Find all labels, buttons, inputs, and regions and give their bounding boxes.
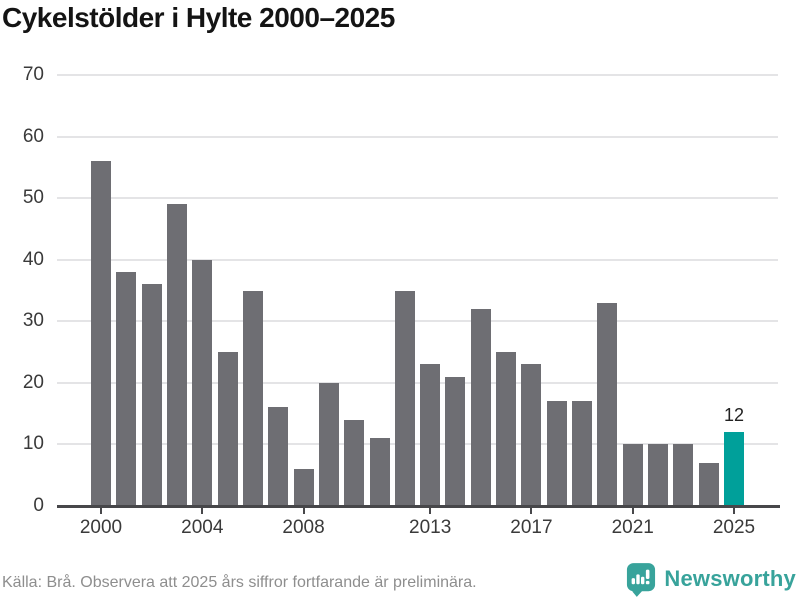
gridline-40: [57, 258, 778, 261]
bar-2013: [420, 364, 441, 506]
logo-exclamation-dot: [646, 580, 650, 584]
logo-exclamation-stem: [646, 569, 650, 579]
bar-2011: [369, 438, 390, 506]
bar-2015: [470, 308, 491, 506]
bar-2007: [268, 407, 289, 506]
gridline-60: [57, 135, 778, 138]
bar-2009: [318, 382, 339, 506]
x-axis-label-2017: 2017: [510, 517, 553, 538]
x-axis-label-2021: 2021: [611, 517, 654, 538]
x-axis-label-2000: 2000: [79, 517, 123, 538]
bar-2018: [546, 401, 567, 506]
bar-2014: [445, 376, 466, 506]
bar-2023: [673, 444, 694, 506]
y-axis-label-10: 10: [22, 433, 44, 455]
bar-value-label-2025: 12: [723, 405, 745, 426]
logo-bar-3: [641, 576, 645, 584]
bar-2008: [293, 469, 314, 506]
bar-2024: [698, 462, 719, 506]
bar-2003: [166, 204, 187, 506]
x-tick-2021: [631, 507, 634, 514]
bar-2025: [724, 432, 744, 506]
newsworthy-logo-icon: [627, 562, 656, 597]
bar-2016: [496, 352, 517, 506]
x-tick-2017: [530, 507, 533, 514]
x-axis-label-2008: 2008: [282, 517, 325, 538]
bar-2001: [116, 272, 137, 506]
newsworthy-logo: Newsworthy: [626, 560, 796, 598]
x-tick-2004: [201, 507, 204, 514]
gridline-20: [57, 381, 778, 384]
newsworthy-logo-text: Newsworthy: [664, 566, 796, 591]
x-axis-label-2004: 2004: [181, 517, 224, 538]
bar-2020: [597, 302, 618, 506]
gridline-10: [57, 443, 778, 446]
gridline-50: [57, 197, 778, 200]
chart-title: Cykelstölder i Hylte 2000–2025: [2, 2, 395, 33]
bar-2004: [192, 259, 213, 506]
bar-2017: [521, 364, 542, 506]
logo-bar-1: [632, 577, 636, 584]
bar-2021: [622, 444, 643, 506]
y-axis-label-30: 30: [22, 310, 44, 332]
x-tick-2013: [429, 507, 432, 514]
y-axis-label-50: 50: [22, 187, 44, 209]
gridline-70: [57, 74, 778, 76]
x-tick-2000: [100, 507, 102, 514]
x-axis-label-2013: 2013: [409, 517, 452, 538]
bar-2002: [141, 284, 162, 506]
bar-2019: [572, 401, 593, 506]
x-tick-2025: [733, 507, 735, 514]
x-tick-2008: [302, 507, 305, 514]
gridline-30: [57, 320, 778, 323]
y-axis-label-0: 0: [33, 495, 44, 516]
x-axis-label-2025: 2025: [712, 517, 756, 538]
y-axis-label-60: 60: [22, 125, 44, 147]
y-axis-label-20: 20: [22, 371, 44, 393]
y-axis-label-70: 70: [22, 64, 44, 85]
bar-2005: [217, 352, 238, 506]
y-axis-label-40: 40: [22, 248, 44, 270]
bar-2012: [394, 290, 415, 506]
bar-2006: [242, 290, 263, 506]
bar-2010: [344, 419, 365, 506]
source-note: Källa: Brå. Observera att 2025 års siffr…: [2, 574, 477, 591]
x-axis-line: [57, 505, 780, 508]
logo-bar-2: [636, 573, 641, 584]
bar-2022: [648, 444, 669, 506]
bar-2000: [91, 161, 111, 506]
